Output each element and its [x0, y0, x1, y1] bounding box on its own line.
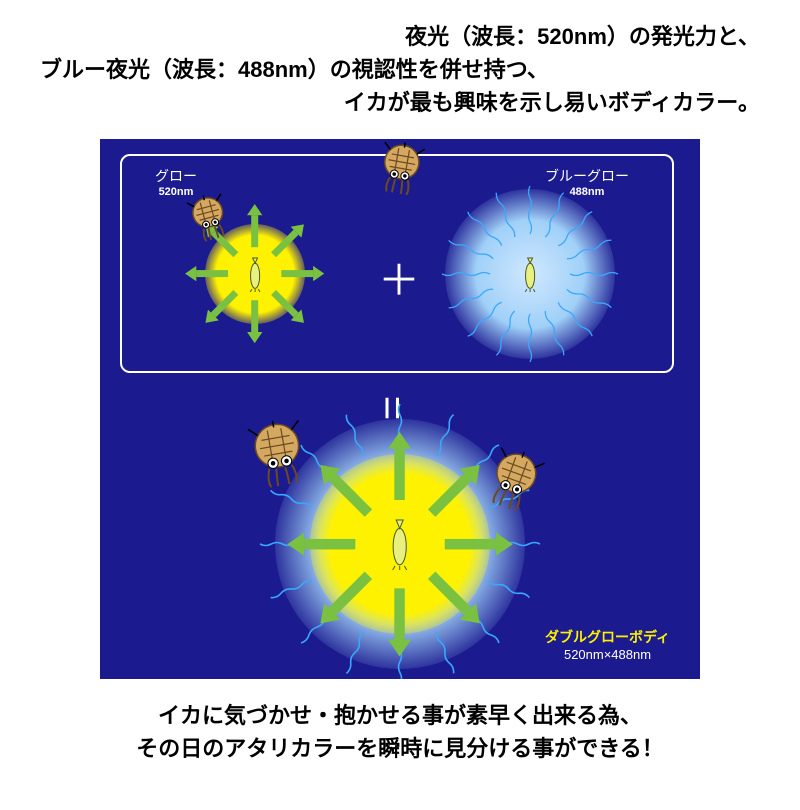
top-line-3: イカが最も興味を示し易いボディカラー。 [40, 86, 760, 119]
double-glow-label: ダブルグローボディ520nm×488nm [545, 627, 670, 662]
bottom-line-1: イカに気づかせ・抱かせる事が素早く出来る為、 [40, 699, 760, 732]
bottom-headline: イカに気づかせ・抱かせる事が素早く出来る為、 その日のアタリカラーを瞬時に見分け… [0, 689, 800, 775]
top-headline: 夜光（波長：520nm）の発光力と、 ブルー夜光（波長：488nm）の視認性を併… [0, 10, 800, 129]
bottom-line-2: その日のアタリカラーを瞬時に見分ける事ができる！ [40, 732, 760, 765]
top-line-1: 夜光（波長：520nm）の発光力と、 [40, 20, 760, 53]
glow-diagram: グロー520nm ブルーグロー488nm [100, 139, 700, 679]
top-line-2: ブルー夜光（波長：488nm）の視認性を併せ持つ、 [40, 53, 760, 86]
